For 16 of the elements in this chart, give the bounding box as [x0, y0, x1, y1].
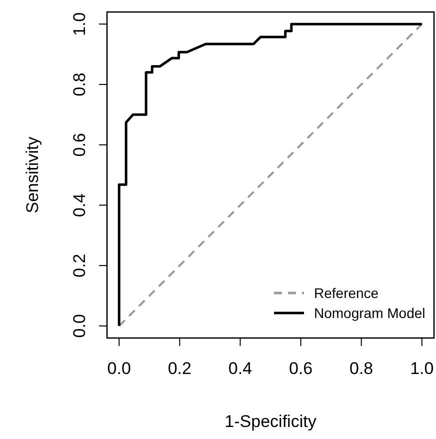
x-tick-label: 0.6: [288, 359, 313, 378]
y-tick-label: 0.4: [70, 193, 89, 218]
legend-label: Reference: [314, 285, 379, 301]
x-axis-title: 1-Specificity: [224, 412, 317, 431]
y-tick-label: 1.0: [70, 12, 89, 36]
x-tick-label: 0.2: [168, 359, 192, 378]
x-tick-label: 0.0: [107, 359, 131, 378]
x-tick-label: 1.0: [410, 359, 434, 378]
legend-label: Nomogram Model: [314, 305, 426, 321]
x-tick-label: 0.4: [228, 359, 252, 378]
y-tick-label: 0.0: [70, 314, 89, 338]
y-axis-title: Sensitivity: [23, 136, 42, 214]
x-tick-label: 0.8: [350, 359, 374, 378]
y-tick-label: 0.2: [70, 254, 89, 278]
y-tick-label: 0.8: [70, 72, 89, 96]
y-tick-label: 0.6: [70, 132, 89, 157]
